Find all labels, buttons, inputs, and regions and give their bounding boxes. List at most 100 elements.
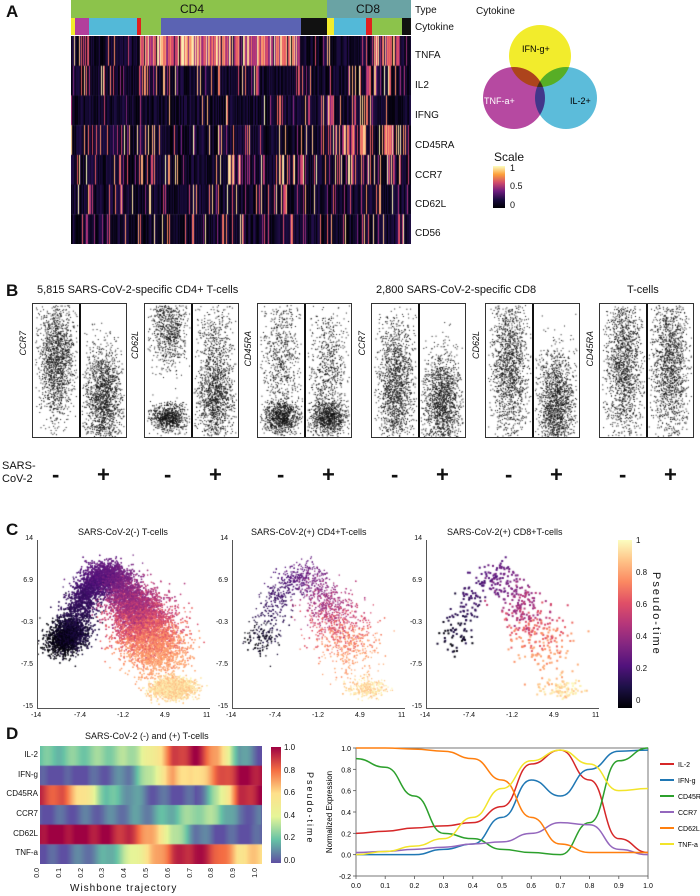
pseudotime-tick-3: 0.4	[636, 632, 648, 641]
umap-xtick-3-0: -14	[420, 712, 431, 719]
flow-ylabel-6: CD45RA	[585, 331, 595, 367]
wishbone-cb-tick-5: 0.0	[284, 856, 296, 865]
type-bar-cd4	[71, 0, 327, 18]
y-tick-label-2: 0.6	[341, 789, 351, 796]
umap-ytick-2-4: -15	[217, 703, 228, 710]
cytokine-bar	[71, 18, 411, 35]
scale-colorbar	[493, 166, 505, 208]
umap-ytick-3-0: 14	[414, 535, 422, 542]
legend-label-cd62l: CD62L	[678, 826, 700, 833]
umap-ytick-1-0: 14	[25, 535, 33, 542]
y-tick-label-1: 0.8	[341, 767, 351, 774]
wishbone-xtick-10: 1.0	[252, 868, 259, 878]
pseudotime-tick-2: 0.6	[636, 600, 648, 609]
wishbone-colorbar	[271, 747, 281, 863]
row-label-type: Type	[415, 5, 437, 16]
flow-plot-1	[32, 303, 127, 438]
wishbone-row-label-0: IL-2	[24, 750, 38, 759]
wishbone-row-label-2: CD45RA	[6, 789, 38, 799]
row-label-ccr7: CCR7	[415, 170, 443, 181]
scale-title: Scale	[494, 150, 525, 164]
flow-plot-6	[599, 303, 694, 438]
row-label-ifng: IFNG	[415, 110, 439, 121]
wishbone-row-label-4: CD62L	[13, 828, 38, 838]
flow-ylabel-2: CD62L	[130, 331, 140, 360]
pseudotime-tick-1: 0.8	[636, 568, 648, 577]
wishbone-xtick-8: 0.8	[208, 868, 216, 878]
scale-tick-0: 0	[510, 200, 516, 210]
flow-title-cd4: 5,815 SARS-CoV-2-specific CD4+ T-cells	[37, 284, 239, 296]
umap-title-cd4: SARS-CoV-2(+) CD4+T-cells	[251, 527, 367, 537]
x-tick-label-0: 0.0	[351, 883, 361, 890]
umap-xtick-1-4: 11	[203, 712, 211, 719]
x-tick-label-8: 0.8	[585, 883, 595, 890]
umap-ytick-3-4: -15	[411, 703, 422, 710]
wishbone-xtick-7: 0.7	[186, 868, 194, 878]
plus-sign-4: +	[436, 462, 449, 487]
panel-label-d: D	[6, 724, 19, 743]
umap-ytick-1-2: -0.3	[20, 619, 33, 626]
flow-title-cd8: 2,800 SARS-CoV-2-specific CD8	[376, 284, 537, 296]
umap-xtick-2-0: -14	[226, 712, 237, 719]
umap-xtick-1-2: -1.2	[117, 712, 130, 719]
umap-ytick-3-2: -0.3	[409, 619, 422, 626]
wishbone-cb-tick-4: 0.2	[284, 833, 296, 843]
umap-ytick-2-1: 6.9	[218, 577, 228, 584]
umap-ytick-2-2: -0.3	[215, 619, 228, 626]
y-tick-label-5: 0.0	[341, 853, 351, 860]
umap-xtick-1-1: -7.4	[74, 712, 87, 719]
minus-sign-2: -	[164, 462, 172, 487]
umap-xtick-1-3: 4.9	[160, 712, 170, 719]
flow-plot-3	[257, 303, 352, 438]
type-label-cd4: CD4	[180, 2, 205, 16]
x-tick-label-10: 1.0	[643, 883, 653, 890]
umap-ytick-1-4: -15	[22, 703, 33, 710]
series-line-cd45ra	[355, 747, 649, 856]
type-label-cd8: CD8	[356, 2, 381, 16]
x-tick-label-3: 0.3	[439, 883, 449, 890]
plus-sign-5: +	[550, 462, 563, 487]
panel-label-c: C	[6, 520, 19, 539]
wishbone-cb-tick-1: 0.8	[284, 765, 296, 775]
wishbone-colorbar-label: Pseudo-time	[305, 772, 315, 845]
wishbone-cb-tick-2: 0.6	[284, 788, 296, 798]
plus-sign-2: +	[209, 462, 222, 487]
cytokine-venn: IFN-g+ TNF-a+ IL-2+	[483, 25, 597, 129]
flow-plot-5	[485, 303, 580, 438]
type-bar-cd8	[327, 0, 411, 18]
flow-plot-4	[371, 303, 466, 438]
series-line-ifn-g	[355, 749, 649, 856]
x-tick-label-2: 0.2	[410, 883, 420, 890]
plus-sign-3: +	[322, 462, 335, 487]
umap-ytick-3-3: -7.5	[409, 661, 422, 668]
umap-plot-3	[426, 540, 599, 709]
flow-ylabel-3: CD45RA	[243, 331, 253, 367]
wishbone-xtick-3: 0.3	[99, 868, 107, 878]
minus-sign-5: -	[505, 462, 513, 487]
umap-xtick-3-2: -1.2	[506, 712, 519, 719]
line-chart-ylabel: Normalized Expression	[325, 771, 334, 853]
venn-label-ifng: IFN-g+	[522, 44, 550, 54]
scale-tick-1: 1	[510, 163, 516, 173]
umap-plot-2	[232, 540, 405, 709]
umap-ytick-1-1: 6.9	[23, 577, 33, 584]
flow-ylabel-4: CCR7	[357, 331, 367, 356]
x-tick-label-9: 0.9	[614, 883, 624, 890]
umap-ytick-2-3: -7.5	[215, 661, 228, 668]
wishbone-xtick-4: 0.4	[121, 868, 129, 878]
row-label-cytokine: Cytokine	[415, 22, 454, 33]
plus-sign-1: +	[97, 462, 110, 487]
umap-xtick-3-3: 4.9	[549, 712, 559, 719]
legend-label-tnf-a: TNF-a	[678, 842, 698, 849]
wishbone-cb-tick-3: 0.4	[284, 810, 296, 820]
flow-ylabel-1: CCR7	[18, 331, 28, 356]
umap-plot-1	[37, 540, 210, 709]
flow-title-tcells: T-cells	[627, 284, 659, 296]
y-tick-label-3: 0.4	[341, 810, 351, 817]
series-line-tnf-a	[355, 749, 649, 856]
series-line-ccr7	[355, 821, 649, 856]
wishbone-xtick-1: 0.1	[55, 868, 63, 878]
wishbone-cb-tick-0: 1.0	[284, 743, 296, 752]
row-label-tnfa: TNFA	[415, 50, 441, 61]
umap-xtick-2-4: 11	[398, 712, 406, 719]
